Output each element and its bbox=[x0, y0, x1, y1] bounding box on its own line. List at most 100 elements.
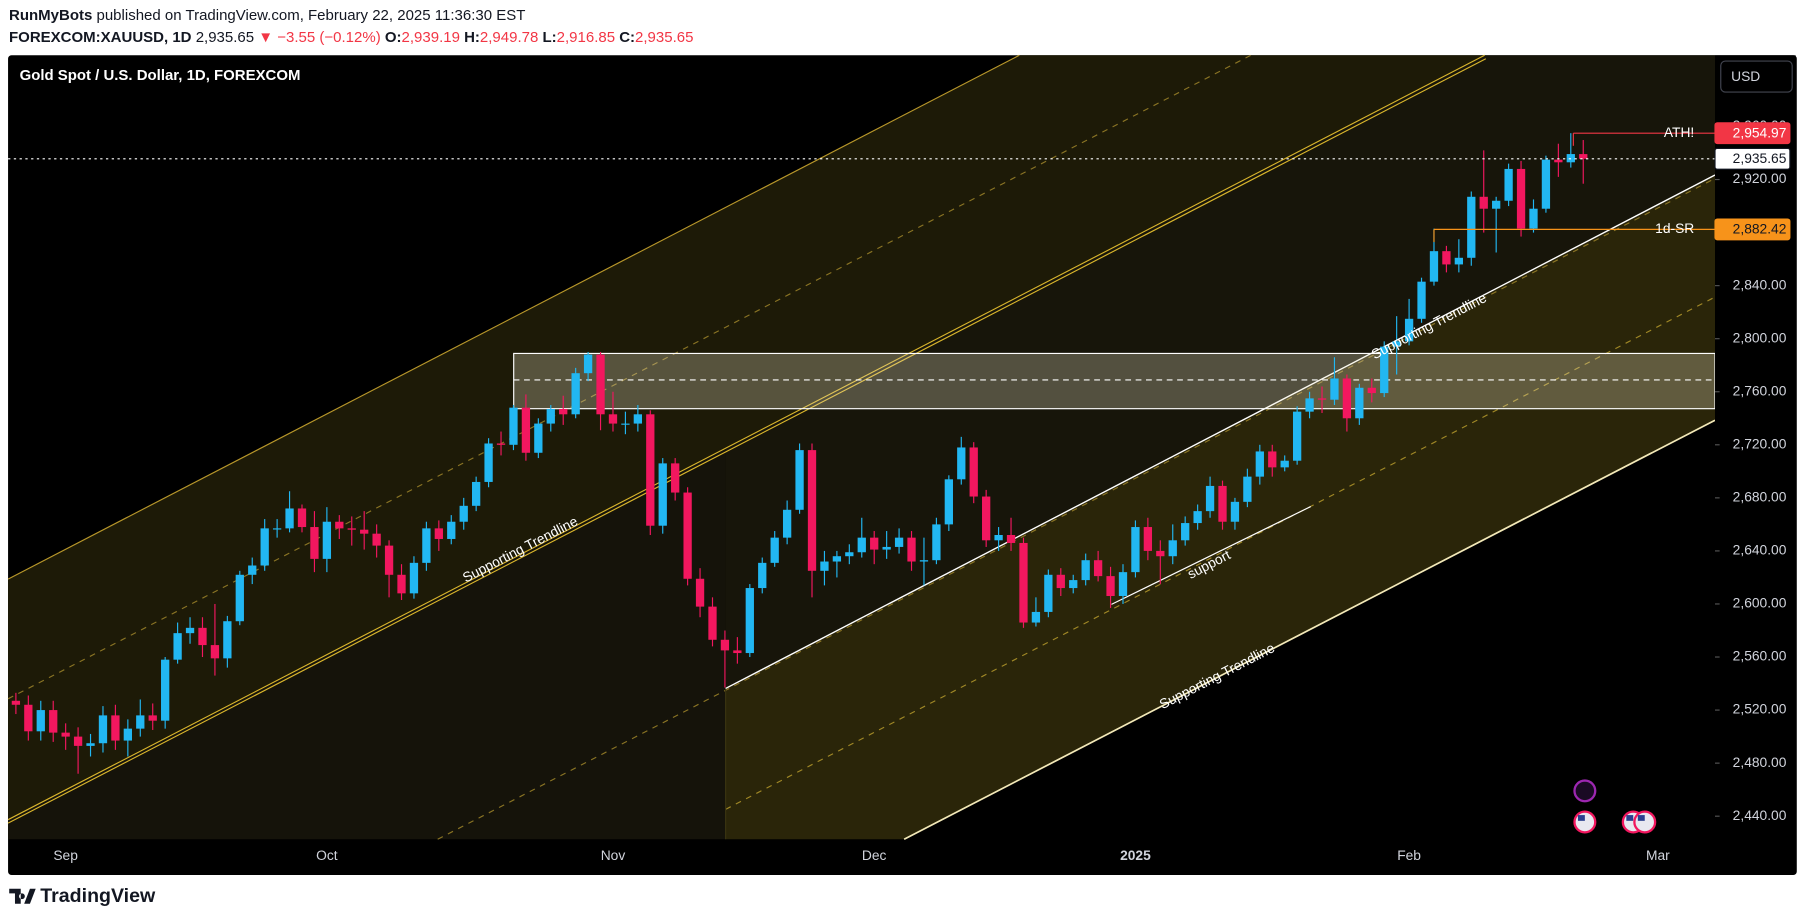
brand: TradingView bbox=[40, 885, 156, 907]
candle-body bbox=[1305, 398, 1314, 412]
candle-body bbox=[422, 528, 431, 563]
ohlc-key: O: bbox=[384, 29, 402, 46]
candle-body bbox=[360, 529, 369, 534]
candle-body bbox=[1579, 154, 1588, 159]
candle-body bbox=[758, 562, 767, 589]
chart-title: Gold Spot / U.S. Dollar, 1D, FOREXCOM bbox=[20, 67, 301, 84]
candle-body bbox=[1044, 574, 1053, 612]
candle-body bbox=[770, 537, 779, 563]
channel-midline bbox=[725, 296, 1716, 810]
trendline bbox=[7, 58, 1487, 824]
quote-line: FOREXCOM:XAUUSD, 1D 2,935.65 ▼ −3.55 (−0… bbox=[9, 29, 693, 47]
candle-body bbox=[1292, 411, 1302, 461]
candle-body bbox=[1554, 159, 1563, 163]
y-tick-label: 2,600.00 bbox=[1733, 595, 1787, 611]
price-badge-label: 2,954.97 bbox=[1733, 124, 1787, 140]
currency-label: USD bbox=[1731, 68, 1760, 84]
y-tick-label: 2,840.00 bbox=[1733, 276, 1787, 292]
candle-body bbox=[1330, 378, 1339, 400]
ohlc-value: 2,935.65 bbox=[635, 29, 694, 46]
candle-body bbox=[198, 627, 207, 646]
candle-body bbox=[671, 463, 680, 493]
candle-body bbox=[957, 447, 966, 480]
candle-body bbox=[1230, 501, 1240, 522]
y-tick-label: 2,520.00 bbox=[1733, 701, 1787, 717]
brand-logo bbox=[9, 888, 36, 904]
y-tick-label: 2,920.00 bbox=[1733, 170, 1787, 186]
candle-body bbox=[683, 492, 692, 579]
y-tick-label: 2,680.00 bbox=[1733, 489, 1787, 505]
x-tick-label: Mar bbox=[1646, 847, 1670, 863]
candle-body bbox=[98, 715, 108, 744]
candle-body bbox=[1093, 560, 1103, 577]
candle-body bbox=[322, 521, 332, 559]
published: published on TradingView.com, February 2… bbox=[96, 7, 526, 24]
price-line-text: 1d-SR bbox=[1655, 220, 1694, 236]
candle-body bbox=[397, 574, 406, 594]
candle-body bbox=[472, 481, 481, 506]
candle-body bbox=[795, 450, 804, 510]
x-tick-label: Feb bbox=[1397, 847, 1421, 863]
y-tick-label: 2,560.00 bbox=[1733, 648, 1787, 664]
candle-body bbox=[1156, 550, 1165, 557]
flag-canton bbox=[1626, 815, 1634, 821]
candle-body bbox=[534, 423, 543, 453]
candle-body bbox=[820, 561, 829, 571]
trendline bbox=[7, 54, 1485, 821]
candle-body bbox=[285, 508, 294, 529]
event-icon bbox=[1573, 810, 1597, 834]
candle-body bbox=[596, 354, 605, 415]
candle-body bbox=[1442, 251, 1451, 265]
y-tick-label: 2,640.00 bbox=[1733, 542, 1787, 558]
candle-body bbox=[1243, 476, 1252, 502]
candle-body bbox=[1417, 281, 1426, 319]
candle-body bbox=[459, 505, 468, 522]
candle-body bbox=[1255, 451, 1264, 477]
y-tick-label: 2,440.00 bbox=[1733, 807, 1787, 823]
candle-body bbox=[1479, 196, 1488, 209]
candle-body bbox=[845, 552, 854, 557]
candle-body bbox=[484, 443, 493, 482]
publish-line: RunMyBots published on TradingView.com, … bbox=[9, 7, 525, 25]
change: −3.55 (−0.12%) bbox=[277, 29, 381, 46]
candle-body bbox=[1268, 451, 1277, 468]
candle-body bbox=[185, 627, 195, 634]
price-badge-label: 2,882.42 bbox=[1733, 221, 1787, 237]
candle-body bbox=[1380, 346, 1389, 394]
candle-body bbox=[1218, 485, 1227, 522]
candle-body bbox=[1118, 572, 1128, 597]
change-arrow: ▼ bbox=[258, 29, 274, 46]
candle-body bbox=[347, 528, 356, 530]
candle-body bbox=[1031, 611, 1041, 623]
candle-body bbox=[1516, 168, 1526, 229]
candle-body bbox=[932, 524, 941, 561]
x-tick-label: Nov bbox=[601, 847, 626, 863]
currency-button[interactable] bbox=[1720, 60, 1793, 93]
candle-body bbox=[1541, 159, 1551, 209]
candle-body bbox=[1056, 574, 1065, 589]
candle-body bbox=[1404, 318, 1414, 342]
candle-body bbox=[61, 732, 70, 737]
candle-body bbox=[148, 715, 157, 721]
ohlc-key: C: bbox=[619, 29, 636, 46]
candle-body bbox=[1429, 251, 1439, 282]
candle-body bbox=[297, 508, 307, 528]
candle-body bbox=[49, 710, 58, 733]
candle-body bbox=[173, 633, 182, 660]
candle-body bbox=[136, 715, 145, 729]
ohlc-key: H: bbox=[464, 29, 480, 46]
candle-body bbox=[1566, 154, 1575, 163]
y-tick-label: 2,800.00 bbox=[1733, 329, 1787, 345]
candle-body bbox=[1317, 398, 1327, 400]
candle-body bbox=[733, 650, 742, 654]
author[interactable]: RunMyBots bbox=[9, 7, 93, 24]
candle-body bbox=[161, 659, 170, 721]
event-icon bbox=[1633, 810, 1657, 834]
candle-body bbox=[86, 743, 95, 746]
candle-body bbox=[1168, 540, 1177, 557]
candle-body bbox=[73, 736, 83, 746]
candle-body bbox=[447, 521, 456, 539]
candle-body bbox=[409, 562, 419, 594]
candle-body bbox=[807, 450, 817, 571]
